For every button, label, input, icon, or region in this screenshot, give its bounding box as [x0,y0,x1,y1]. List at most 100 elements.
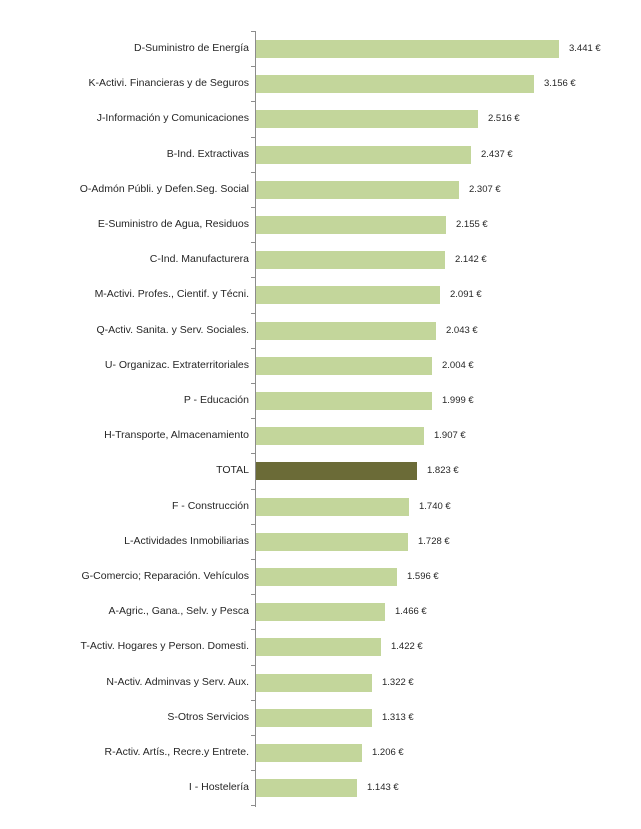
axis-tick [251,66,256,67]
category-label: I - Hostelería [188,781,249,793]
bar-row: M-Activi. Profes., Cientif. y Técni. 2.09… [0,277,641,312]
bar-row: K-Activi. Financieras y de Seguros 3.156 … [0,66,641,101]
category-label: O-Admón Públi. y Defen.Seg. Social [79,183,249,195]
axis-tick [251,770,256,771]
value-label: 1.999 € [442,395,474,406]
bar-row: J-Información y Comunicaciones 2.516 € [0,101,641,136]
category-label: S-Otros Servicios [167,711,249,723]
value-label: 2.516 € [488,113,520,124]
value-label: 1.823 € [427,465,459,476]
data-bar [256,181,459,199]
value-label: 2.307 € [469,184,501,195]
category-label: Q-Activ. Sanita. y Serv. Sociales. [96,324,250,336]
category-axis-line [255,31,256,807]
category-label: G-Comercio; Reparación. Vehículos [81,570,250,582]
category-label: TOTAL [216,464,249,476]
value-label: 3.441 € [569,43,601,54]
data-bar [256,322,436,340]
data-bar [256,357,432,375]
bar-row: A-Agric., Gana., Selv. y Pesca 1.466 € [0,594,641,629]
data-bar [256,533,408,551]
data-bar [256,40,559,58]
value-label: 1.728 € [418,536,450,547]
value-label: 1.322 € [382,677,414,688]
category-label: U- Organizac. Extraterritoriales [104,359,249,371]
category-label: C-Ind. Manufacturera [149,253,249,265]
value-label: 2.004 € [442,360,474,371]
data-bar [256,146,471,164]
value-label: 2.437 € [481,149,513,160]
value-label: 1.907 € [434,430,466,441]
axis-tick [251,805,256,806]
axis-tick [251,489,256,490]
axis-tick [251,700,256,701]
category-label: P - Educación [183,394,249,406]
axis-tick [251,524,256,525]
bar-row: Q-Activ. Sanita. y Serv. Sociales. 2.043 … [0,313,641,348]
category-label: D-Suministro de Energía [134,42,249,54]
axis-tick [251,418,256,419]
data-bar [256,568,397,586]
data-bar [256,498,409,516]
data-bar [256,638,381,656]
category-label: R-Activ. Artís., Recre.y Entrete. [104,746,249,758]
axis-tick [251,383,256,384]
axis-tick [251,594,256,595]
bar-row: B-Ind. Extractivas 2.437 € [0,137,641,172]
category-label: F - Construcción [171,500,249,512]
value-label: 2.043 € [446,325,478,336]
category-label: L-Actividades Inmobiliarias [124,535,249,547]
bar-row: H-Transporte, Almacenamiento 1.907 € [0,418,641,453]
axis-tick [251,453,256,454]
data-bar [256,603,385,621]
value-label: 1.313 € [382,712,414,723]
category-label: N-Activ. Adminvas y Serv. Aux. [106,676,249,688]
category-label: H-Transporte, Almacenamiento [104,429,249,441]
value-label: 1.596 € [407,571,439,582]
value-label: 2.142 € [455,254,487,265]
category-label: A-Agric., Gana., Selv. y Pesca [108,605,249,617]
category-label: T-Activ. Hogares y Person. Domesti. [80,640,249,652]
data-bar [256,216,446,234]
value-label: 1.466 € [395,606,427,617]
bar-row: N-Activ. Adminvas y Serv. Aux. 1.322 € [0,665,641,700]
value-label: 1.740 € [419,501,451,512]
category-label: K-Activi. Financieras y de Seguros [88,77,249,89]
bar-row: F - Construcción 1.740 € [0,489,641,524]
bar-row: G-Comercio; Reparación. Vehículos 1.596 € [0,559,641,594]
axis-tick [251,629,256,630]
data-bar [256,251,445,269]
bar-row: I - Hostelería 1.143 € [0,770,641,805]
axis-tick [251,665,256,666]
total-bar [256,462,417,480]
data-bar [256,779,357,797]
category-label: E-Suministro de Agua, Residuos [97,218,249,230]
axis-tick [251,559,256,560]
category-label: B-Ind. Extractivas [166,148,249,160]
axis-tick [251,207,256,208]
axis-tick [251,348,256,349]
value-label: 3.156 € [544,78,576,89]
axis-tick [251,172,256,173]
axis-tick [251,735,256,736]
data-bar [256,674,372,692]
value-label: 1.143 € [367,782,399,793]
axis-tick [251,31,256,32]
bar-row: E-Suministro de Agua, Residuos 2.155 € [0,207,641,242]
axis-tick [251,137,256,138]
bar-row: O-Admón Públi. y Defen.Seg. Social 2.307 … [0,172,641,207]
value-label: 1.206 € [372,747,404,758]
bar-row: L-Actividades Inmobiliarias 1.728 € [0,524,641,559]
category-label: J-Información y Comunicaciones [96,112,249,124]
axis-tick [251,242,256,243]
bar-row: C-Ind. Manufacturera 2.142 € [0,242,641,277]
bar-row: TOTAL 1.823 € [0,453,641,488]
data-bar [256,75,534,93]
data-bar [256,110,478,128]
category-label: M-Activi. Profes., Cientif. y Técni. [94,288,249,300]
data-bar [256,744,362,762]
data-bar [256,709,372,727]
data-bar [256,427,424,445]
bar-row: T-Activ. Hogares y Person. Domesti. 1.422… [0,629,641,664]
data-bar [256,286,440,304]
